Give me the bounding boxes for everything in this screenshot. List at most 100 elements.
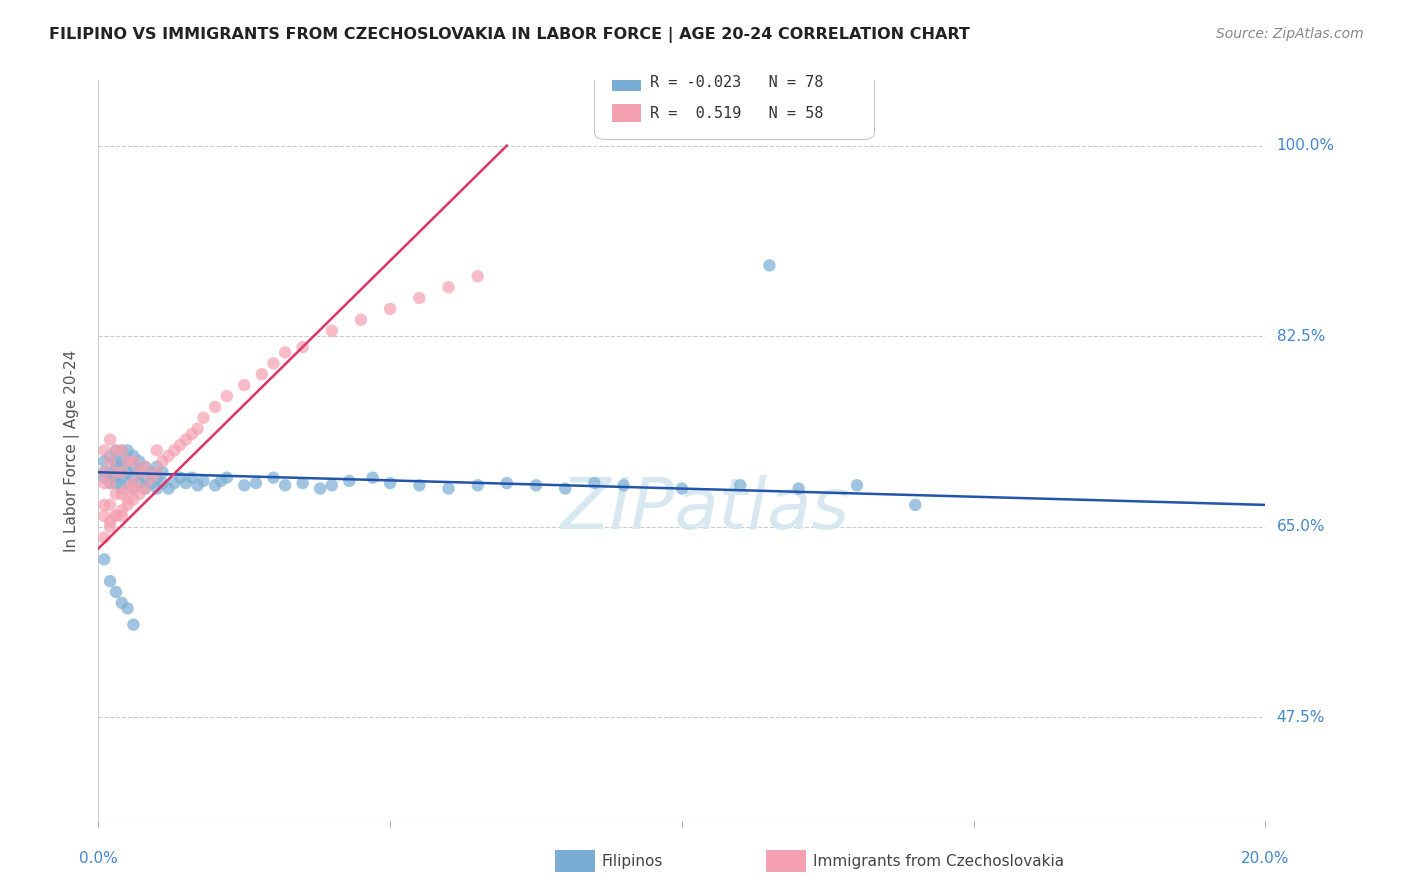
Text: Filipinos: Filipinos [602,855,664,869]
Point [350,313,373,327]
Point [193,410,215,425]
Point [122,617,145,632]
Point [111,503,134,517]
Point [98,476,121,491]
Point [98,476,121,491]
Point [111,465,134,479]
Point [437,280,460,294]
Point [93,508,115,523]
Point [111,487,134,501]
Point [111,508,134,523]
Text: 82.5%: 82.5% [1277,328,1324,343]
Point [98,471,121,485]
Text: 20.0%: 20.0% [1241,851,1289,866]
Point [467,478,489,492]
Point [146,459,169,474]
Point [157,449,180,463]
Text: ZIPatlas: ZIPatlas [561,475,849,544]
Point [904,498,927,512]
Point [104,465,127,479]
Point [204,400,226,414]
Point [117,476,139,491]
Point [671,482,693,496]
Point [98,498,121,512]
Point [104,443,127,458]
Point [612,478,634,492]
Point [262,471,284,485]
Text: 100.0%: 100.0% [1277,138,1334,153]
Point [117,454,139,468]
Point [187,422,209,436]
Point [146,465,169,479]
Point [139,471,162,485]
Point [174,476,197,491]
Point [321,324,343,338]
Point [111,465,134,479]
Point [111,596,134,610]
Text: 65.0%: 65.0% [1277,519,1324,534]
Point [122,459,145,474]
Point [104,471,127,485]
Point [98,514,121,528]
Point [169,471,191,485]
Point [122,482,145,496]
Point [117,443,139,458]
Point [122,492,145,507]
Point [233,478,256,492]
Point [309,482,332,496]
Point [152,465,174,479]
Point [122,482,145,496]
Point [117,601,139,615]
Point [787,482,810,496]
Point [274,345,297,359]
Point [98,465,121,479]
Point [93,498,115,512]
Point [291,476,314,491]
Point [128,465,150,479]
Point [98,519,121,533]
Point [437,482,460,496]
Point [174,433,197,447]
Point [169,438,191,452]
FancyBboxPatch shape [595,58,875,139]
Point [104,459,127,474]
Point [408,478,430,492]
Point [93,471,115,485]
Text: Source: ZipAtlas.com: Source: ZipAtlas.com [1216,27,1364,41]
Point [134,471,156,485]
Point [98,449,121,463]
Point [245,476,267,491]
FancyBboxPatch shape [612,104,641,122]
Point [122,476,145,491]
Point [93,476,115,491]
Text: 47.5%: 47.5% [1277,710,1324,724]
Point [134,459,156,474]
Point [139,465,162,479]
Point [524,478,547,492]
Point [180,471,202,485]
Point [321,478,343,492]
Point [104,508,127,523]
Point [274,478,297,492]
Point [111,443,134,458]
Point [111,443,134,458]
Point [134,482,156,496]
Point [128,454,150,468]
Point [262,356,284,370]
Point [758,259,780,273]
Point [146,482,169,496]
Point [380,301,402,316]
Point [128,465,150,479]
Point [152,476,174,491]
Point [193,474,215,488]
Point [117,454,139,468]
Point [93,465,115,479]
Point [98,454,121,468]
Point [93,552,115,566]
Text: Immigrants from Czechoslovakia: Immigrants from Czechoslovakia [813,855,1064,869]
Point [146,471,169,485]
Point [111,471,134,485]
Point [163,443,186,458]
Point [134,482,156,496]
Point [180,427,202,442]
